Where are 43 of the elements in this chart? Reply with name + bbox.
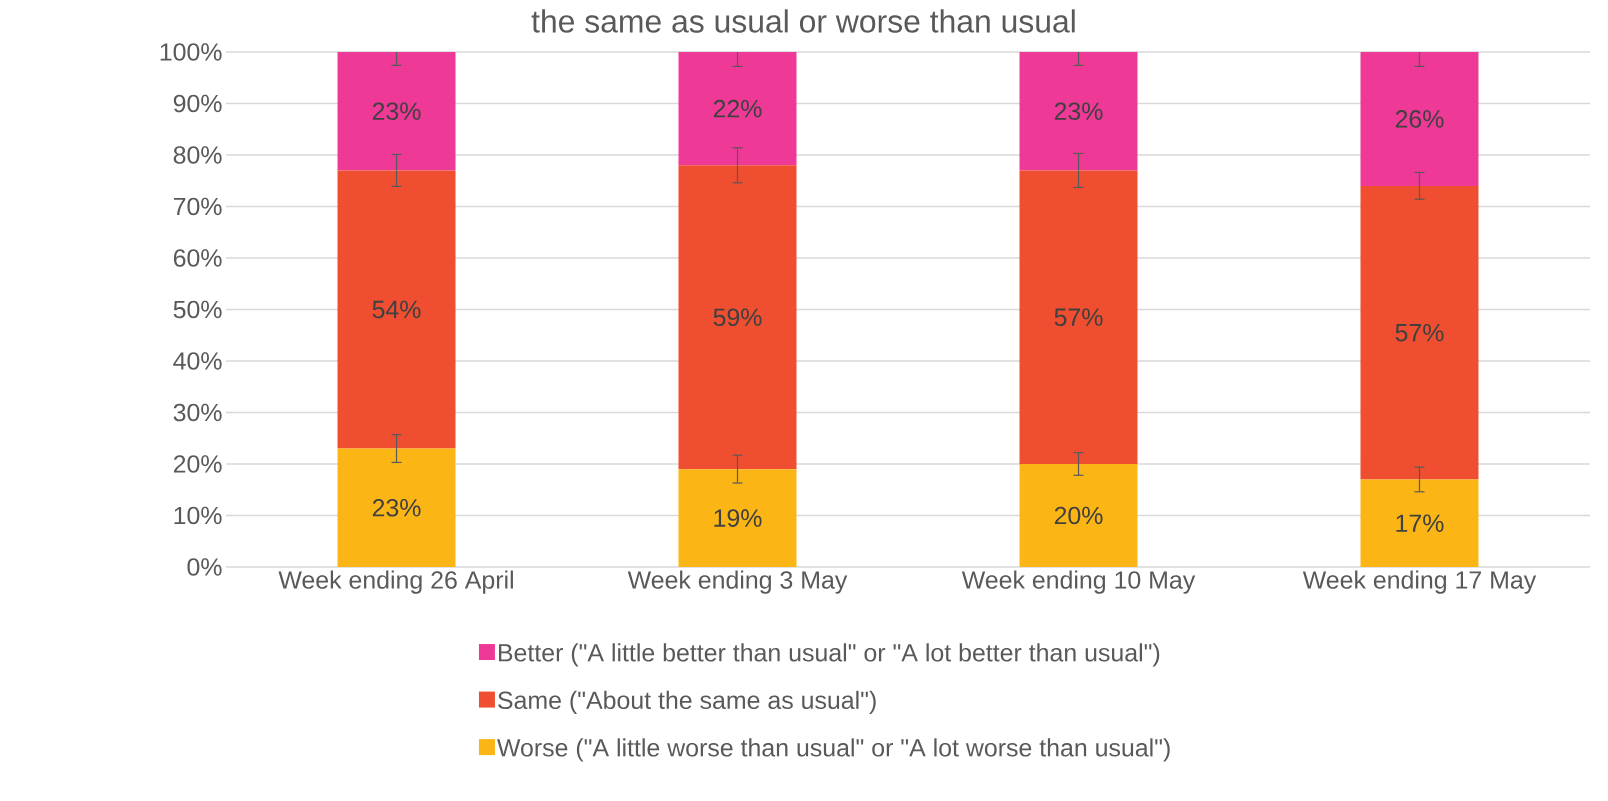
bar xyxy=(337,170,456,449)
bar xyxy=(1019,51,1138,171)
data-label: 20% xyxy=(1054,506,1103,525)
y-tick-label: 60% xyxy=(173,249,222,267)
data-label: 59% xyxy=(713,308,762,327)
y-tick-label: 90% xyxy=(173,94,222,113)
legend-label: Same ("About the same as usual") xyxy=(498,690,876,714)
y-tick-label: 20% xyxy=(173,455,222,473)
y-tick-label: 30% xyxy=(173,403,222,422)
data-label: 26% xyxy=(1395,110,1444,128)
legend-label: Worse ("A little worse than usual" or "A lot worse than usual") xyxy=(497,738,1170,762)
bar xyxy=(1360,479,1479,567)
y-tick-label: 0% xyxy=(187,558,222,576)
y-tick-label: 100% xyxy=(160,43,222,61)
bar xyxy=(1360,51,1479,186)
bar xyxy=(337,51,456,171)
legend-label: Better ("A little better than usual" or "A lot better than usual") xyxy=(498,643,1160,667)
y-tick-label: 40% xyxy=(173,352,222,370)
chart-title: the same as usual or worse than usual xyxy=(531,9,1075,33)
data-label: 22% xyxy=(713,99,762,118)
data-label: 23% xyxy=(1054,102,1103,121)
x-tick-label: Week ending 17 May xyxy=(1302,570,1537,594)
data-label: 19% xyxy=(714,509,762,527)
y-tick-label: 70% xyxy=(173,197,222,216)
data-label: 23% xyxy=(372,102,421,121)
y-tick-label: 10% xyxy=(174,506,222,525)
x-tick-label: Week ending 26 April xyxy=(278,570,513,594)
y-tick-label: 80% xyxy=(173,146,222,164)
data-label: 17% xyxy=(1396,514,1444,532)
y-tick-label: 50% xyxy=(173,300,222,319)
bar xyxy=(1360,185,1479,480)
bar xyxy=(1019,170,1138,464)
data-label: 54% xyxy=(372,300,421,319)
bar xyxy=(337,448,456,567)
x-tick-label: Week ending 3 May xyxy=(627,570,848,594)
bar xyxy=(678,165,797,470)
bar xyxy=(678,51,797,166)
data-label: 23% xyxy=(372,498,421,517)
bar xyxy=(1019,463,1138,567)
data-label: 57% xyxy=(1054,308,1103,326)
x-tick-label: Week ending 10 May xyxy=(961,570,1196,594)
data-label: 57% xyxy=(1395,323,1444,342)
bar xyxy=(678,469,797,567)
